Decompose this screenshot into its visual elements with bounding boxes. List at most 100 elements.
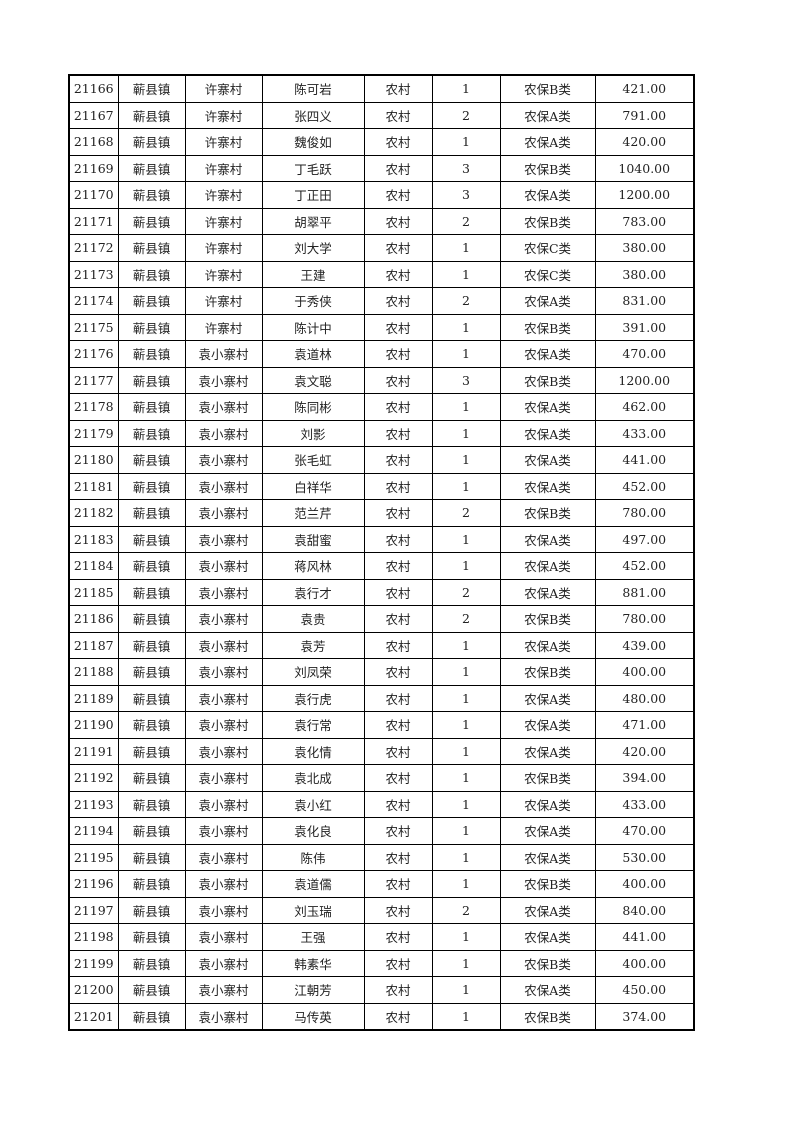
- cell-id: 21187: [68, 631, 119, 659]
- cell-category: 农保B类: [499, 499, 596, 527]
- cell-name: 袁文聪: [261, 366, 365, 394]
- cell-area: 农村: [363, 843, 433, 871]
- cell-category: 农保A类: [499, 393, 596, 421]
- cell-village: 许寨村: [184, 287, 263, 315]
- cell-area: 农村: [363, 790, 433, 818]
- cell-village: 许寨村: [184, 181, 263, 209]
- table-row: 21187 蕲县镇 袁小寨村 袁芳 农村 1 农保A类 439.00: [68, 631, 695, 659]
- cell-town: 蕲县镇: [117, 976, 186, 1004]
- cell-count: 1: [431, 1002, 501, 1031]
- cell-town: 蕲县镇: [117, 340, 186, 368]
- table-row: 21168 蕲县镇 许寨村 魏俊如 农村 1 农保A类 420.00: [68, 128, 695, 156]
- table-row: 21200 蕲县镇 袁小寨村 江朝芳 农村 1 农保A类 450.00: [68, 976, 695, 1004]
- table-row: 21172 蕲县镇 许寨村 刘大学 农村 1 农保C类 380.00: [68, 234, 695, 262]
- table-row: 21169 蕲县镇 许寨村 丁毛跃 农村 3 农保B类 1040.00: [68, 154, 695, 182]
- cell-id: 21201: [68, 1002, 119, 1031]
- cell-name: 白祥华: [261, 472, 365, 500]
- cell-category: 农保B类: [499, 1002, 596, 1031]
- cell-count: 1: [431, 631, 501, 659]
- cell-count: 1: [431, 234, 501, 262]
- cell-amount: 394.00: [594, 764, 695, 792]
- cell-category: 农保C类: [499, 260, 596, 288]
- cell-name: 刘玉瑞: [261, 896, 365, 924]
- cell-area: 农村: [363, 896, 433, 924]
- cell-count: 1: [431, 737, 501, 765]
- cell-area: 农村: [363, 101, 433, 129]
- cell-village: 许寨村: [184, 74, 263, 103]
- cell-village: 许寨村: [184, 128, 263, 156]
- cell-area: 农村: [363, 340, 433, 368]
- table-row: 21182 蕲县镇 袁小寨村 范兰芹 农村 2 农保B类 780.00: [68, 499, 695, 527]
- cell-amount: 471.00: [594, 711, 695, 739]
- cell-id: 21168: [68, 128, 119, 156]
- cell-name: 陈同彬: [261, 393, 365, 421]
- cell-village: 袁小寨村: [184, 605, 263, 633]
- cell-town: 蕲县镇: [117, 605, 186, 633]
- cell-category: 农保A类: [499, 552, 596, 580]
- cell-amount: 1200.00: [594, 366, 695, 394]
- cell-name: 胡翠平: [261, 207, 365, 235]
- cell-amount: 400.00: [594, 949, 695, 977]
- cell-count: 1: [431, 340, 501, 368]
- cell-id: 21170: [68, 181, 119, 209]
- cell-name: 陈伟: [261, 843, 365, 871]
- cell-count: 1: [431, 658, 501, 686]
- cell-amount: 452.00: [594, 472, 695, 500]
- cell-count: 3: [431, 154, 501, 182]
- cell-village: 许寨村: [184, 207, 263, 235]
- cell-category: 农保A类: [499, 923, 596, 951]
- cell-town: 蕲县镇: [117, 419, 186, 447]
- cell-id: 21173: [68, 260, 119, 288]
- cell-town: 蕲县镇: [117, 896, 186, 924]
- cell-area: 农村: [363, 711, 433, 739]
- cell-id: 21178: [68, 393, 119, 421]
- cell-amount: 374.00: [594, 1002, 695, 1031]
- cell-amount: 421.00: [594, 74, 695, 103]
- cell-count: 1: [431, 870, 501, 898]
- cell-town: 蕲县镇: [117, 870, 186, 898]
- cell-id: 21172: [68, 234, 119, 262]
- table-row: 21186 蕲县镇 袁小寨村 袁贵 农村 2 农保B类 780.00: [68, 605, 695, 633]
- cell-count: 1: [431, 419, 501, 447]
- table-row: 21192 蕲县镇 袁小寨村 袁北成 农村 1 农保B类 394.00: [68, 764, 695, 792]
- cell-id: 21199: [68, 949, 119, 977]
- cell-category: 农保A类: [499, 896, 596, 924]
- cell-name: 袁小红: [261, 790, 365, 818]
- cell-name: 王建: [261, 260, 365, 288]
- cell-area: 农村: [363, 631, 433, 659]
- cell-name: 陈可岩: [261, 74, 365, 103]
- cell-town: 蕲县镇: [117, 499, 186, 527]
- cell-name: 袁北成: [261, 764, 365, 792]
- table-row: 21175 蕲县镇 许寨村 陈计中 农村 1 农保B类 391.00: [68, 313, 695, 341]
- cell-village: 袁小寨村: [184, 684, 263, 712]
- cell-id: 21171: [68, 207, 119, 235]
- cell-id: 21169: [68, 154, 119, 182]
- table-row: 21184 蕲县镇 袁小寨村 蒋风林 农村 1 农保A类 452.00: [68, 552, 695, 580]
- cell-village: 袁小寨村: [184, 446, 263, 474]
- table-row: 21197 蕲县镇 袁小寨村 刘玉瑞 农村 2 农保A类 840.00: [68, 896, 695, 924]
- cell-id: 21192: [68, 764, 119, 792]
- cell-town: 蕲县镇: [117, 631, 186, 659]
- cell-id: 21166: [68, 74, 119, 103]
- cell-name: 韩素华: [261, 949, 365, 977]
- cell-area: 农村: [363, 446, 433, 474]
- cell-id: 21167: [68, 101, 119, 129]
- cell-count: 1: [431, 393, 501, 421]
- cell-village: 袁小寨村: [184, 976, 263, 1004]
- table-row: 21167 蕲县镇 许寨村 张四义 农村 2 农保A类 791.00: [68, 101, 695, 129]
- cell-name: 蒋风林: [261, 552, 365, 580]
- cell-area: 农村: [363, 658, 433, 686]
- cell-amount: 462.00: [594, 393, 695, 421]
- cell-area: 农村: [363, 287, 433, 315]
- table-row: 21170 蕲县镇 许寨村 丁正田 农村 3 农保A类 1200.00: [68, 181, 695, 209]
- cell-village: 袁小寨村: [184, 419, 263, 447]
- cell-id: 21198: [68, 923, 119, 951]
- cell-area: 农村: [363, 260, 433, 288]
- cell-count: 1: [431, 525, 501, 553]
- cell-count: 1: [431, 817, 501, 845]
- table-row: 21176 蕲县镇 袁小寨村 袁道林 农村 1 农保A类 470.00: [68, 340, 695, 368]
- cell-village: 袁小寨村: [184, 499, 263, 527]
- cell-amount: 452.00: [594, 552, 695, 580]
- cell-amount: 1040.00: [594, 154, 695, 182]
- cell-village: 袁小寨村: [184, 578, 263, 606]
